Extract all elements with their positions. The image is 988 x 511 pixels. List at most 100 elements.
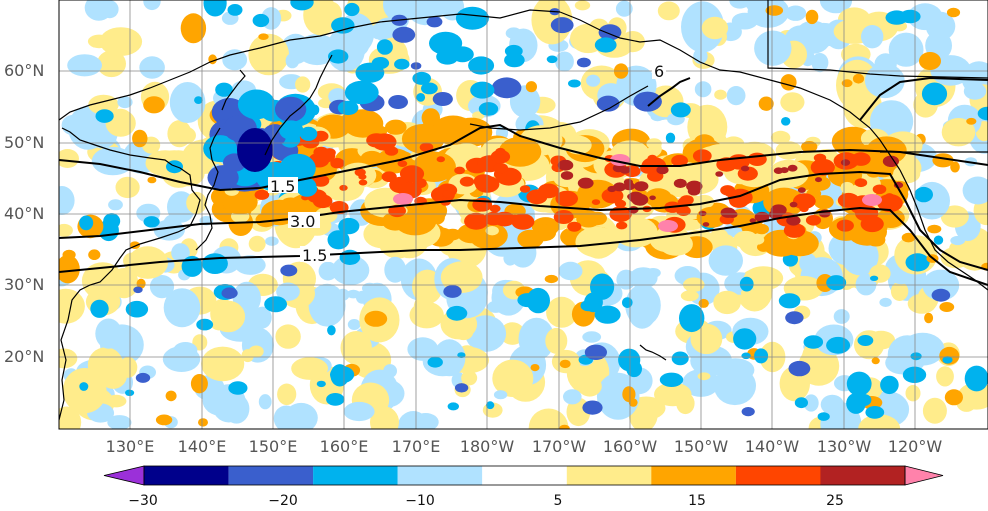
anomaly-patch	[366, 133, 387, 148]
colorbar-tick: 15	[688, 493, 706, 509]
gridlines	[59, 0, 988, 429]
anomaly-patch	[631, 193, 649, 206]
anomaly-patch	[615, 0, 633, 17]
anomaly-patch	[381, 212, 409, 231]
anomaly-patch	[805, 9, 819, 25]
anomaly-patch	[646, 138, 662, 150]
anomaly-patch	[358, 179, 368, 186]
anomaly-patch	[553, 210, 574, 224]
anomaly-patch	[517, 293, 538, 308]
anomaly-patch	[944, 389, 964, 406]
anomaly-patch	[739, 276, 754, 292]
colorbar-extend-high	[904, 465, 944, 486]
anomaly-patch	[936, 366, 954, 387]
anomaly-patch	[489, 204, 501, 213]
anomaly-patch	[328, 49, 349, 64]
anomaly-patch	[285, 53, 300, 69]
lat-label: 50°N	[4, 133, 44, 152]
anomaly-patch	[215, 82, 233, 97]
colorbar-tick: −20	[268, 493, 298, 509]
anomaly-patch	[207, 165, 239, 191]
lon-label: 170°W	[532, 437, 587, 456]
anomaly-patch	[517, 229, 544, 249]
anomaly-patch	[503, 250, 517, 266]
coast-japan	[195, 127, 221, 251]
colorbar-tick: −30	[128, 493, 158, 509]
anomaly-patch	[201, 346, 245, 382]
anomaly-patch	[385, 119, 407, 135]
anomaly-patch	[337, 100, 359, 116]
contour-label-1p5-north: 1.5	[270, 177, 295, 196]
anomaly-patch	[258, 33, 269, 40]
anomaly-patch	[143, 96, 165, 114]
anomaly-patch	[135, 372, 151, 383]
anomaly-patch	[87, 34, 111, 49]
anomaly-patch	[733, 328, 757, 350]
anomaly-patch	[252, 306, 272, 329]
anomaly-patch	[781, 117, 791, 126]
anomaly-patch	[444, 228, 462, 241]
anomaly-patch	[882, 155, 900, 167]
anomaly-patch	[255, 212, 277, 228]
anomaly-patch	[560, 171, 574, 180]
anomaly-patch	[575, 226, 619, 258]
anomaly-patch	[744, 0, 772, 13]
anomaly-patch	[550, 17, 574, 34]
anomaly-patch	[885, 193, 894, 200]
anomaly-patch	[401, 123, 445, 154]
anomaly-patch	[318, 261, 338, 281]
anomaly-patch	[582, 331, 602, 343]
anomaly-patch	[211, 300, 246, 333]
anomaly-patch	[927, 224, 942, 234]
anomaly-patch	[248, 235, 266, 252]
anomaly-patch	[61, 114, 85, 136]
anomaly-patch	[265, 236, 279, 246]
anomaly-patch	[171, 243, 190, 263]
lon-label: 120°W	[888, 437, 943, 456]
anomaly-patch	[432, 92, 453, 106]
anomaly-patch	[765, 5, 784, 16]
anomaly-patch	[196, 318, 214, 331]
anomaly-patch	[686, 180, 703, 192]
lon-label: 150°W	[674, 437, 729, 456]
anomaly-patch	[419, 142, 434, 152]
anomaly-patch	[316, 380, 326, 388]
lon-label: 130°E	[106, 437, 155, 456]
lon-label: 170°E	[392, 437, 441, 456]
anomaly-patch	[416, 93, 426, 102]
anomaly-patch	[591, 199, 601, 206]
colorbar-tick: −10	[405, 493, 435, 509]
anomaly-patch	[671, 351, 689, 366]
anomaly-patch	[461, 370, 478, 386]
anomaly-patch	[862, 194, 882, 206]
anomaly-patch	[108, 199, 123, 211]
anomaly-patch	[625, 284, 661, 327]
anomaly-patch	[143, 0, 161, 11]
anomaly-patch	[453, 324, 474, 341]
anomaly-patch	[880, 375, 899, 395]
anomaly-patch	[472, 111, 485, 120]
coast-asia	[59, 127, 201, 421]
anomaly-patch	[537, 183, 560, 199]
anomaly-patch	[339, 184, 348, 191]
colorbar-segment	[651, 466, 736, 485]
longitude-labels: 130°E 140°E 150°E 160°E 170°E 180°W 170°…	[106, 437, 943, 456]
anomaly-patch	[222, 49, 248, 71]
anomaly-patch	[528, 408, 569, 429]
anomaly-patch	[407, 337, 439, 361]
anomaly-patch	[139, 56, 165, 79]
anomaly-patch	[136, 278, 146, 289]
anomaly-patch	[758, 96, 774, 111]
anomaly-patch	[347, 319, 361, 330]
anomaly-patch	[344, 80, 379, 105]
anomaly-patch	[290, 0, 314, 11]
anomaly-patch	[429, 31, 463, 55]
anomaly-patch	[470, 81, 495, 99]
anomaly-patch	[657, 1, 680, 21]
anomaly-patch	[433, 339, 466, 377]
anomaly-patch	[132, 129, 148, 148]
anomaly-patch	[740, 165, 750, 172]
anomaly-patch	[803, 394, 819, 412]
lon-label: 150°E	[249, 437, 298, 456]
